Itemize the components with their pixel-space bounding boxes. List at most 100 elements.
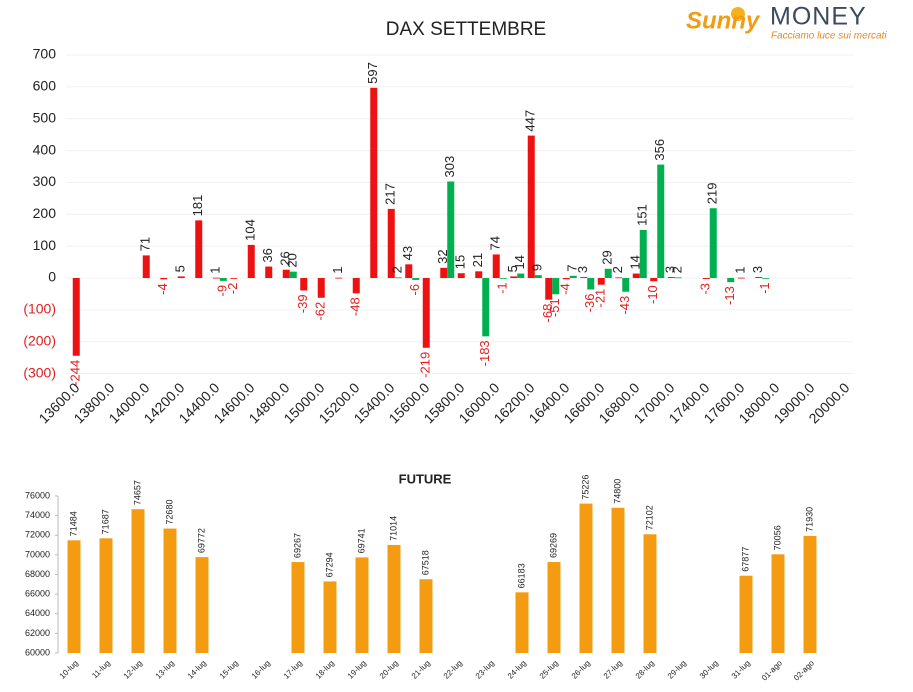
data-label: 5	[505, 265, 520, 272]
bar	[177, 276, 185, 279]
x-tick-label: 23-lug	[474, 659, 496, 681]
data-label: 20	[285, 253, 300, 267]
bar	[67, 540, 81, 653]
data-label: 69741	[356, 528, 366, 553]
data-label: 1	[330, 266, 345, 273]
data-label: 75226	[580, 475, 590, 500]
x-tick-label: 15-lug	[218, 659, 240, 681]
data-label: -62	[313, 302, 328, 321]
data-label: 447	[523, 110, 538, 132]
x-tick-label: 28-lug	[634, 659, 656, 681]
data-label: 1	[208, 266, 223, 273]
data-label: -1	[757, 282, 772, 294]
bar	[755, 277, 763, 279]
bar	[247, 244, 255, 279]
y-tick-label: 60000	[25, 647, 50, 657]
bar	[510, 276, 518, 279]
bar	[667, 277, 675, 279]
data-label: 1	[733, 266, 748, 273]
data-label: 3	[750, 266, 765, 273]
data-label: 15	[453, 255, 468, 269]
bar	[335, 277, 343, 279]
data-label: 181	[190, 195, 205, 217]
logo-tagline: Facciamo luce sui mercati	[771, 31, 887, 42]
data-label: -21	[593, 289, 608, 308]
data-label: -219	[418, 352, 433, 378]
bar	[394, 277, 402, 279]
bar	[282, 269, 290, 279]
data-label: 32	[435, 249, 450, 263]
data-label: -13	[722, 286, 737, 305]
bar	[323, 581, 337, 653]
bar	[534, 275, 542, 279]
bar	[515, 592, 529, 653]
bar	[419, 579, 433, 653]
bar	[604, 268, 612, 279]
data-label: 69267	[292, 533, 302, 558]
x-tick-label: 13-lug	[154, 659, 176, 681]
bar	[422, 278, 430, 348]
bar	[552, 278, 560, 295]
x-tick-label: 02-ago	[792, 658, 816, 682]
bar	[639, 229, 647, 279]
y-tick-label: 68000	[25, 569, 50, 579]
data-label: 29	[600, 250, 615, 264]
bar	[387, 208, 395, 279]
x-tick-label: 20-lug	[378, 659, 400, 681]
bar	[230, 278, 238, 279]
bar	[352, 278, 360, 294]
data-label: 151	[635, 204, 650, 226]
x-tick-label: 18-lug	[314, 659, 336, 681]
x-tick-label: 31-lug	[730, 659, 752, 681]
data-label: -1	[495, 282, 510, 294]
y-tick-label: 300	[33, 173, 57, 189]
data-label: 71484	[68, 511, 78, 536]
data-label: 67294	[324, 552, 334, 577]
data-label: 66183	[516, 563, 526, 588]
bar	[195, 557, 209, 653]
data-label: 36	[260, 248, 275, 262]
chart-title: DAX SETTEMBRE	[386, 19, 546, 40]
bar	[475, 271, 483, 279]
y-tick-label: 74000	[25, 510, 50, 520]
logo-name: MONEY	[770, 3, 867, 31]
x-tick-label: 17-lug	[282, 659, 304, 681]
y-tick-label: 64000	[25, 608, 50, 618]
x-tick-label: 12-lug	[122, 659, 144, 681]
x-tick-label: 24-lug	[506, 659, 528, 681]
x-tick-label: 21-lug	[410, 659, 432, 681]
bar	[597, 278, 605, 285]
y-tick-label: 100	[33, 237, 57, 253]
data-label: 14	[512, 255, 527, 269]
bar	[643, 534, 657, 653]
data-label: 67518	[420, 550, 430, 575]
bar	[482, 278, 490, 337]
bar	[709, 208, 717, 279]
data-label: 303	[442, 156, 457, 178]
bar	[291, 562, 305, 653]
data-label: 3	[575, 266, 590, 273]
x-tick-label: 19-lug	[346, 659, 368, 681]
bar	[611, 507, 625, 653]
data-label: -36	[582, 293, 597, 312]
x-tick-label: 10-lug	[58, 659, 80, 681]
data-label: -9	[215, 285, 230, 297]
data-label: 26	[278, 251, 293, 265]
bar	[219, 278, 227, 281]
data-label: -68	[540, 304, 555, 323]
y-tick-label: 76000	[25, 490, 50, 500]
bar	[440, 267, 448, 279]
data-label: 72102	[644, 505, 654, 530]
data-label: 7	[565, 265, 580, 272]
data-label: 74657	[132, 480, 142, 505]
data-label: 67877	[740, 547, 750, 572]
data-label: -244	[68, 360, 83, 386]
bar	[499, 278, 507, 279]
bar	[657, 164, 665, 279]
data-label: 21	[470, 253, 485, 267]
logo: Sunny MONEY Facciamo luce sui mercati	[686, 3, 887, 42]
y-tick-label: (200)	[23, 332, 56, 348]
data-label: 74	[488, 236, 503, 250]
